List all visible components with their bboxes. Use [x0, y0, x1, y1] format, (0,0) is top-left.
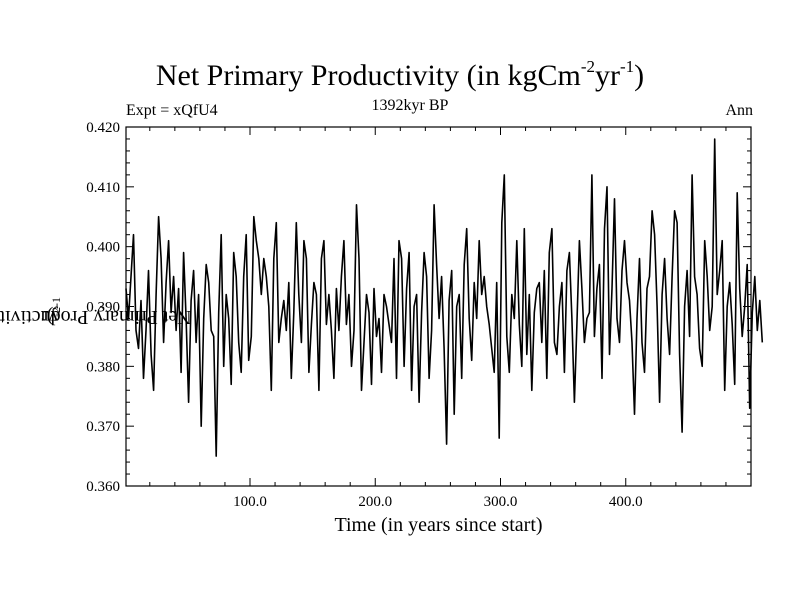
x-tick-label: 100.0	[233, 494, 267, 510]
chart-title-unit: yr	[594, 59, 620, 92]
chart-title-text: Net Primary Productivity (in kgCm	[155, 59, 581, 92]
x-tick-label: 400.0	[609, 494, 643, 510]
chart-title: Net Primary Productivity (in kgCm-2yr-1)	[0, 58, 800, 94]
y-tick-label: 0.370	[86, 419, 120, 435]
chart-title-exponent-2: -1	[619, 57, 635, 76]
series-line-0	[125, 138, 764, 457]
y-tick-label: 0.380	[86, 359, 120, 375]
y-tick-label: 0.400	[86, 240, 120, 256]
season-label: Ann	[725, 102, 753, 119]
y-tick-label: 0.390	[86, 300, 120, 316]
chart-title-exponent-1: -2	[580, 57, 595, 76]
y-tick-label: 0.420	[86, 120, 120, 136]
y-tick-label: 0.360	[86, 479, 120, 495]
period-label: 1392kyr BP	[371, 97, 449, 114]
experiment-label: Expt = xQfU4	[126, 102, 218, 119]
y-tick-label: 0.410	[86, 180, 120, 196]
x-tick-label: 200.0	[358, 494, 392, 510]
x-axis-label: Time (in years since start)	[334, 514, 543, 536]
x-tick-label: 300.0	[484, 494, 518, 510]
chart-title-close: )	[634, 59, 645, 92]
